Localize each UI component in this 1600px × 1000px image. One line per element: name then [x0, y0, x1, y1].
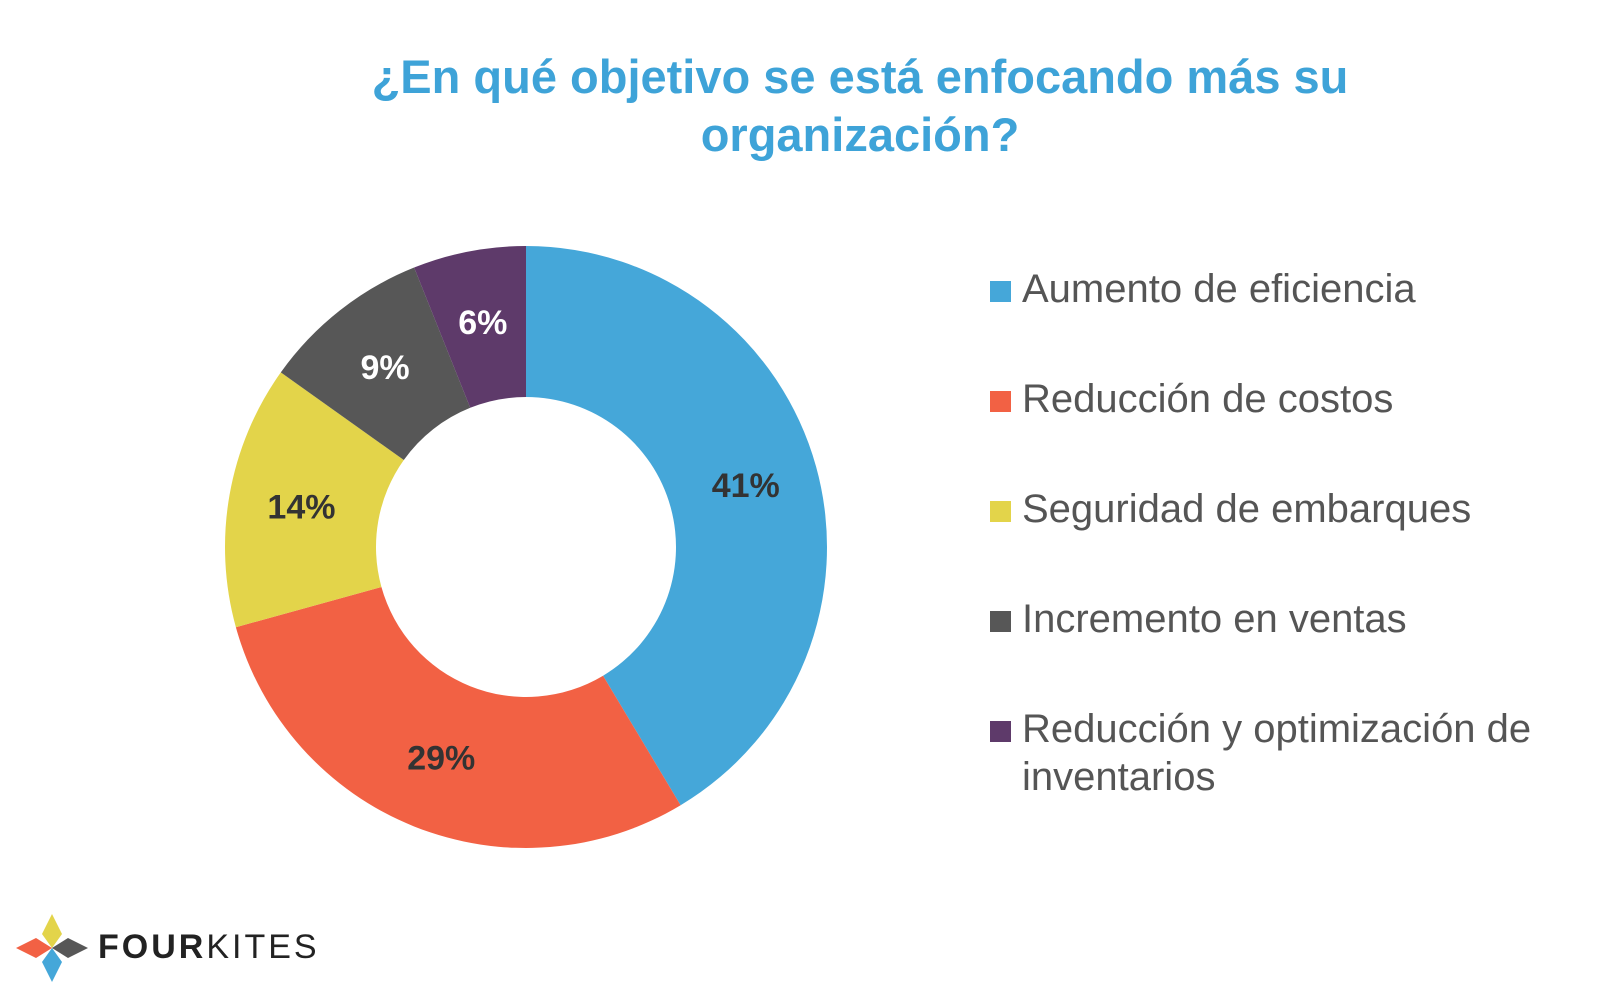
legend-swatch	[990, 391, 1011, 412]
donut-slice-reduccion-de-costos	[235, 586, 681, 848]
logo-text-light: KITES	[206, 928, 320, 966]
donut-data-labels: 41% 29% 14% 9% 6%	[267, 304, 779, 778]
donut-slice-seguridad-de-embarques	[225, 372, 404, 628]
fourkites-logo: FOURKITES	[14, 912, 317, 986]
chart-title: ¿En qué objetivo se está enfocando más s…	[371, 50, 1349, 161]
legend-item-reduccion-de-costos: Reducción de costos	[990, 375, 1590, 485]
legend-item-reduccion-y-optimizacion-de-inventarios: Reducción y optimización de inventarios	[990, 705, 1590, 815]
logo-text-bold: FOUR	[98, 928, 207, 966]
legend-label: Incremento en ventas	[1022, 597, 1407, 641]
donut-slice-reduccion-y-optimizacion-de-inventarios	[414, 246, 526, 408]
data-label-reduccion-y-optimizacion-de-inventarios: 6%	[458, 304, 507, 342]
data-label-aumento-de-eficiencia: 41%	[712, 467, 780, 505]
data-label-seguridad-de-embarques: 14%	[267, 488, 335, 526]
fourkites-logo-mark-icon	[16, 914, 88, 982]
fourkites-logo-text: FOURKITES	[98, 928, 320, 967]
chart-legend: Aumento de eficiencia Reducción de costos…	[990, 265, 1590, 815]
legend-item-aumento-de-eficiencia: Aumento de eficiencia	[990, 265, 1590, 375]
donut-slices	[225, 246, 827, 848]
legend-item-seguridad-de-embarques: Seguridad de embarques	[990, 485, 1590, 595]
legend-swatch	[990, 721, 1011, 742]
legend-label: Reducción de costos	[1022, 377, 1394, 421]
legend-label: Reducción y optimización de inventarios	[1022, 707, 1532, 799]
legend-label: Seguridad de embarques	[1022, 487, 1472, 531]
legend-swatch	[990, 281, 1011, 302]
donut-slice-incremento-en-ventas	[280, 267, 471, 460]
data-label-incremento-en-ventas: 9%	[360, 349, 409, 387]
donut-slice-aumento-de-eficiencia	[526, 246, 827, 806]
legend-label: Aumento de eficiencia	[1022, 267, 1416, 311]
data-label-reduccion-de-costos: 29%	[407, 740, 475, 778]
legend-item-incremento-en-ventas: Incremento en ventas	[990, 595, 1590, 705]
legend-swatch	[990, 611, 1011, 632]
legend-swatch	[990, 501, 1011, 522]
